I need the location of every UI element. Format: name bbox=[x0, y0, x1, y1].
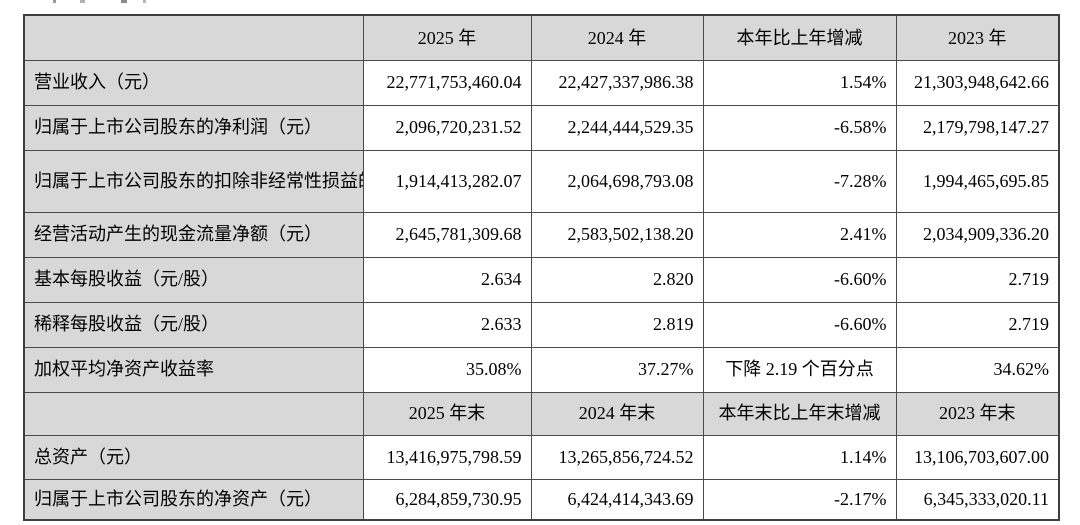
table-row-revenue: 营业收入（元） 22,771,753,460.04 22,427,337,986… bbox=[23, 59, 1060, 106]
row-label: 归属于上市公司股东的净利润（元） bbox=[23, 104, 364, 151]
col-header-2023-end: 2023 年末 bbox=[895, 391, 1060, 436]
header-row-year-end: 2025 年末 2024 年末 本年末比上年末增减 2023 年末 bbox=[23, 391, 1060, 436]
row-label: 归属于上市公司股东的净资产（元） bbox=[23, 478, 364, 521]
cell-value-2025: 1,914,413,282.07 bbox=[362, 149, 532, 213]
cell-value-2023: 13,106,703,607.00 bbox=[895, 434, 1060, 480]
row-label: 经营活动产生的现金流量净额（元） bbox=[23, 211, 364, 258]
header-row-annual: 2025 年 2024 年 本年比上年增减 2023 年 bbox=[23, 14, 1060, 61]
row-label: 基本每股收益（元/股） bbox=[23, 256, 364, 303]
cell-value-change: -6.58% bbox=[702, 104, 897, 151]
corner-cell bbox=[23, 14, 364, 61]
col-header-year-end-change: 本年末比上年末增减 bbox=[702, 391, 897, 436]
cell-value-change: 1.54% bbox=[702, 59, 897, 106]
cell-value-2025: 6,284,859,730.95 bbox=[362, 478, 532, 521]
cell-value-2023: 2.719 bbox=[895, 301, 1060, 348]
cell-value-change: -6.60% bbox=[702, 256, 897, 303]
cell-value-2023: 2.719 bbox=[895, 256, 1060, 303]
row-label: 营业收入（元） bbox=[23, 59, 364, 106]
cell-value-2023: 2,034,909,336.20 bbox=[895, 211, 1060, 258]
cell-value-2024: 6,424,414,343.69 bbox=[530, 478, 704, 521]
table-row-weighted-avg-roe: 加权平均净资产收益率 35.08% 37.27% 下降 2.19 个百分点 34… bbox=[23, 346, 1060, 393]
cell-value-2024: 2.819 bbox=[530, 301, 704, 348]
table-row-basic-eps: 基本每股收益（元/股） 2.634 2.820 -6.60% 2.719 bbox=[23, 256, 1060, 303]
cell-value-2025: 2.633 bbox=[362, 301, 532, 348]
row-label: 稀释每股收益（元/股） bbox=[23, 301, 364, 348]
cropped-text-remnant bbox=[23, 0, 223, 4]
cell-value-change: -7.28% bbox=[702, 149, 897, 213]
cell-value-2023: 1,994,465,695.85 bbox=[895, 149, 1060, 213]
key-financial-data-table: 2025 年 2024 年 本年比上年增减 2023 年 营业收入（元） 22,… bbox=[23, 14, 1060, 521]
cell-value-2024: 22,427,337,986.38 bbox=[530, 59, 704, 106]
table-row-diluted-eps: 稀释每股收益（元/股） 2.633 2.819 -6.60% 2.719 bbox=[23, 301, 1060, 348]
table-row-net-profit-excl-nonrecurring: 归属于上市公司股东的扣除非经常性损益的净利润（元） 1,914,413,282.… bbox=[23, 149, 1060, 213]
cell-value-2025: 2,645,781,309.68 bbox=[362, 211, 532, 258]
cell-value-2025: 35.08% bbox=[362, 346, 532, 393]
cell-value-change: 下降 2.19 个百分点 bbox=[702, 346, 897, 393]
table-row-net-assets: 归属于上市公司股东的净资产（元） 6,284,859,730.95 6,424,… bbox=[23, 478, 1060, 521]
table-row-net-profit: 归属于上市公司股东的净利润（元） 2,096,720,231.52 2,244,… bbox=[23, 104, 1060, 151]
corner-cell bbox=[23, 391, 364, 436]
col-header-yoy-change: 本年比上年增减 bbox=[702, 14, 897, 61]
cell-value-2025: 22,771,753,460.04 bbox=[362, 59, 532, 106]
cell-value-2023: 21,303,948,642.66 bbox=[895, 59, 1060, 106]
cell-value-2024: 2,064,698,793.08 bbox=[530, 149, 704, 213]
cell-value-2025: 2.634 bbox=[362, 256, 532, 303]
col-header-2024-end: 2024 年末 bbox=[530, 391, 704, 436]
cell-value-2024: 2,244,444,529.35 bbox=[530, 104, 704, 151]
cell-value-2023: 6,345,333,020.11 bbox=[895, 478, 1060, 521]
row-label: 加权平均净资产收益率 bbox=[23, 346, 364, 393]
table-row-total-assets: 总资产（元） 13,416,975,798.59 13,265,856,724.… bbox=[23, 434, 1060, 480]
row-label: 总资产（元） bbox=[23, 434, 364, 480]
cell-value-2024: 37.27% bbox=[530, 346, 704, 393]
cell-value-change: -6.60% bbox=[702, 301, 897, 348]
cell-value-2023: 2,179,798,147.27 bbox=[895, 104, 1060, 151]
col-header-2023: 2023 年 bbox=[895, 14, 1060, 61]
cell-value-2024: 2,583,502,138.20 bbox=[530, 211, 704, 258]
cell-value-2025: 2,096,720,231.52 bbox=[362, 104, 532, 151]
cell-value-change: 1.14% bbox=[702, 434, 897, 480]
cell-value-2024: 2.820 bbox=[530, 256, 704, 303]
cell-value-2024: 13,265,856,724.52 bbox=[530, 434, 704, 480]
cell-value-2023: 34.62% bbox=[895, 346, 1060, 393]
cell-value-change: 2.41% bbox=[702, 211, 897, 258]
col-header-2024: 2024 年 bbox=[530, 14, 704, 61]
row-label: 归属于上市公司股东的扣除非经常性损益的净利润（元） bbox=[23, 149, 364, 213]
col-header-2025-end: 2025 年末 bbox=[362, 391, 532, 436]
col-header-2025: 2025 年 bbox=[362, 14, 532, 61]
cell-value-change: -2.17% bbox=[702, 478, 897, 521]
table-row-operating-cash-flow: 经营活动产生的现金流量净额（元） 2,645,781,309.68 2,583,… bbox=[23, 211, 1060, 258]
cell-value-2025: 13,416,975,798.59 bbox=[362, 434, 532, 480]
